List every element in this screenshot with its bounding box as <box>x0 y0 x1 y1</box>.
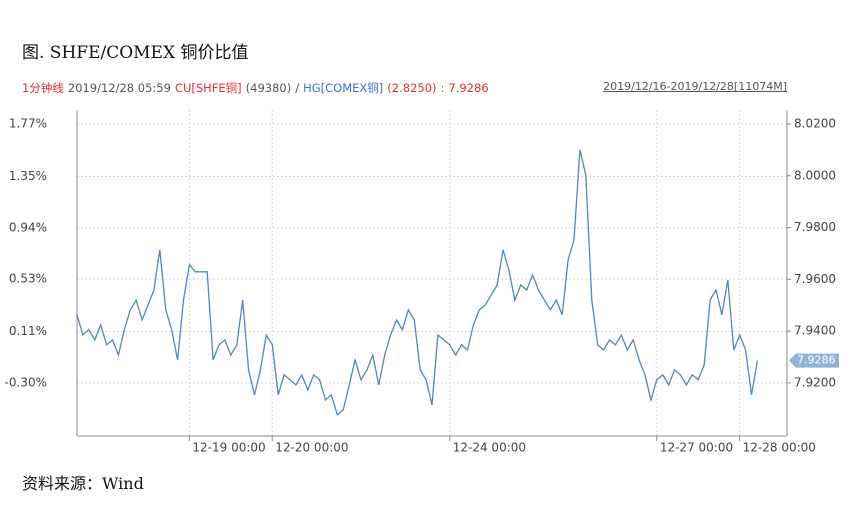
last-value-tag <box>789 353 839 368</box>
x-tick-label: 12-24 00:00 <box>453 441 526 455</box>
colon: : <box>440 81 445 95</box>
y2-tick-label: 8.0200 <box>794 116 836 130</box>
y-tick-label: 0.11% <box>9 324 47 338</box>
x-tick-label: 12-28 00:00 <box>743 441 816 455</box>
last-value-label: 7.9286 <box>797 354 836 367</box>
source: 资料来源：Wind <box>22 474 144 493</box>
time: 2019/12/28 05:59 <box>67 81 171 95</box>
x-tick-label: 12-20 00:00 <box>275 441 348 455</box>
y-tick-label: 0.94% <box>9 220 47 234</box>
y-tick-label: 1.35% <box>9 169 47 183</box>
x-tick-label: 12-27 00:00 <box>660 441 733 455</box>
y2-tick-label: 7.9600 <box>794 272 836 286</box>
hg-label: HG[COMEX铜] <box>303 81 384 95</box>
y-tick-label: 1.77% <box>9 117 47 131</box>
y-tick-label: -0.30% <box>5 375 47 389</box>
cu-label: CU[SHFE铜] <box>174 81 242 95</box>
date-range: 2019/12/16-2019/12/28[11074M] <box>603 80 787 93</box>
y-tick-label: 0.53% <box>9 272 47 286</box>
cu-value: (49380) <box>245 81 292 95</box>
separator: / <box>295 81 300 95</box>
ratio: 7.9286 <box>448 81 489 95</box>
y2-tick-label: 7.9200 <box>794 375 836 389</box>
hg-value: (2.8250) <box>387 81 437 95</box>
interval: 1分钟线 <box>22 81 64 95</box>
y2-tick-label: 8.0000 <box>794 168 836 182</box>
line <box>76 149 759 416</box>
title: 图. SHFE/COMEX 铜价比值 <box>22 43 249 63</box>
y2-tick-label: 7.9800 <box>794 220 836 234</box>
y2-tick-label: 7.9400 <box>794 324 836 338</box>
info-line: 1分钟线 2019/12/28 05:59 CU[SHFE铜] (49380) / HG[… <box>22 80 493 96</box>
x-tick-label: 12-19 00:00 <box>192 441 265 455</box>
